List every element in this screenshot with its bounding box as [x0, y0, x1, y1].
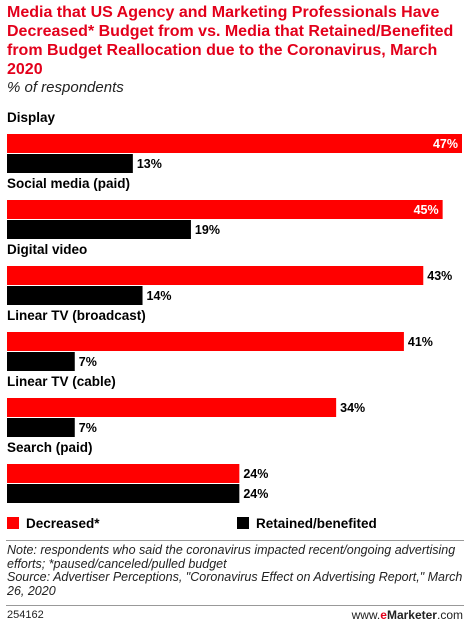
legend-decreased: Decreased* — [7, 516, 100, 531]
decreased-value-display: 47% — [433, 137, 458, 151]
retained-bar-digital-video — [7, 286, 143, 305]
category-label-social-media-paid: Social media (paid) — [7, 176, 130, 191]
decreased-bar-search-paid — [7, 464, 240, 483]
legend-decreased-swatch — [7, 517, 19, 529]
decreased-value-search-paid: 24% — [243, 467, 268, 481]
legend-retained: Retained/benefited — [237, 516, 377, 531]
decreased-value-linear-tv-broadcast: 41% — [408, 335, 433, 349]
decreased-bar-linear-tv-broadcast — [7, 332, 404, 351]
category-label-linear-tv-broadcast: Linear TV (broadcast) — [7, 308, 146, 323]
decreased-value-social-media-paid: 45% — [414, 203, 439, 217]
legend-retained-swatch — [237, 517, 249, 529]
site-accent: e — [380, 608, 387, 622]
decreased-bar-social-media-paid — [7, 200, 443, 219]
footer-divider — [6, 605, 464, 606]
retained-value-search-paid: 24% — [243, 487, 268, 501]
chart-title: Media that US Agency and Marketing Profe… — [7, 4, 454, 78]
site-suffix: .com — [436, 608, 463, 622]
retained-value-social-media-paid: 19% — [195, 223, 220, 237]
category-label-search-paid: Search (paid) — [7, 440, 93, 455]
decreased-bar-linear-tv-cable — [7, 398, 337, 417]
retained-bar-search-paid — [7, 484, 240, 503]
site-brand: Marketer — [386, 608, 437, 622]
decreased-value-digital-video: 43% — [427, 269, 452, 283]
chart-id: 254162 — [7, 609, 44, 621]
legend-retained-label: Retained/benefited — [256, 516, 377, 531]
retained-value-linear-tv-cable: 7% — [79, 421, 97, 435]
chart-note: Note: respondents who said the coronavir… — [7, 543, 465, 598]
retained-bar-social-media-paid — [7, 220, 191, 239]
category-label-digital-video: Digital video — [7, 242, 87, 257]
retained-bar-display — [7, 154, 133, 173]
note-divider — [6, 540, 464, 541]
decreased-bar-digital-video — [7, 266, 424, 285]
decreased-value-linear-tv-cable: 34% — [340, 401, 365, 415]
emarketer-link[interactable]: www.eMarketer.com — [352, 608, 463, 622]
note-text: Note: respondents who said the coronavir… — [7, 543, 456, 571]
chart-subtitle: % of respondents — [7, 79, 124, 96]
category-label-linear-tv-cable: Linear TV (cable) — [7, 374, 116, 389]
retained-value-digital-video: 14% — [147, 289, 172, 303]
retained-value-linear-tv-broadcast: 7% — [79, 355, 97, 369]
retained-bar-linear-tv-cable — [7, 418, 75, 437]
site-prefix: www. — [351, 608, 381, 622]
retained-value-display: 13% — [137, 157, 162, 171]
retained-bar-linear-tv-broadcast — [7, 352, 75, 371]
decreased-bar-display — [7, 134, 462, 153]
category-label-display: Display — [7, 110, 56, 125]
source-text: Source: Advertiser Perceptions, "Coronav… — [7, 570, 463, 598]
legend-decreased-label: Decreased* — [26, 516, 100, 531]
bar-chart: Display 47% 13% Social media (paid) 45% 19% Di… — [7, 110, 462, 503]
